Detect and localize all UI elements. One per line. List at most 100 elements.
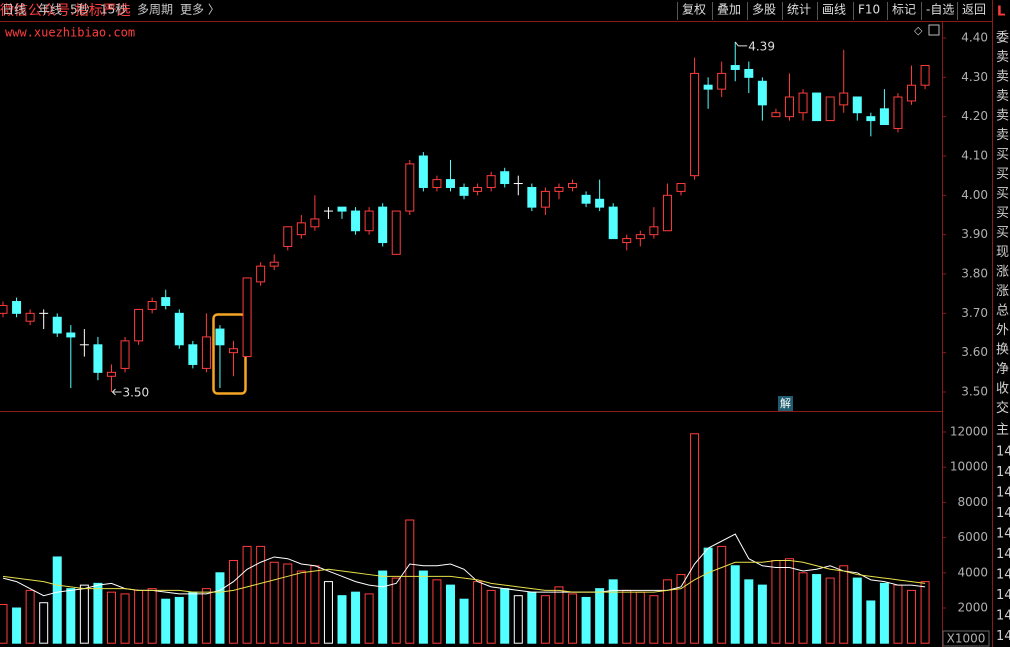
toolbar-item[interactable]: 日线 — [2, 3, 26, 17]
side-label: 14 — [996, 486, 1010, 501]
candle-body — [703, 84, 713, 90]
badge-box[interactable] — [778, 396, 793, 411]
volume-bar — [513, 595, 523, 644]
toolbar-button[interactable]: -自选 — [926, 3, 954, 17]
volume-bar — [907, 589, 917, 644]
candle-body — [242, 277, 252, 358]
volume-bar — [188, 591, 198, 644]
candle-body — [364, 210, 374, 232]
volume-bar — [581, 596, 591, 644]
side-label: 14 — [996, 506, 1010, 521]
side-label: 净 — [996, 362, 1009, 377]
candle-body — [201, 336, 211, 369]
volume-bar — [269, 561, 279, 644]
candle-body — [310, 218, 320, 228]
side-label: 卖 — [996, 89, 1009, 104]
toolbar-button[interactable]: 多股 — [752, 3, 776, 17]
toolbar-item[interactable]: 年线 — [38, 3, 62, 17]
candle-body — [12, 301, 22, 314]
toolbar-button[interactable]: 叠加 — [717, 3, 741, 17]
volume-bar — [215, 572, 225, 644]
candle-body — [554, 186, 564, 192]
toolbar-item[interactable]: 更多 〉 — [180, 3, 220, 17]
side-label: 14 — [996, 568, 1010, 583]
side-label: 买 — [996, 167, 1009, 182]
volume-bar — [825, 577, 835, 644]
candle-body — [798, 92, 808, 114]
candle-body — [134, 308, 144, 342]
candle-body — [920, 65, 930, 86]
candle-body — [662, 194, 672, 232]
toolbar-item[interactable]: 5秒 — [70, 3, 90, 17]
side-label: 14 — [996, 588, 1010, 603]
volume-bar — [527, 591, 537, 644]
volume-bar — [554, 586, 564, 644]
volume-tick-label: 4000 — [957, 565, 988, 579]
unit-label: X1000 — [947, 632, 986, 646]
toolbar-button[interactable]: 返回 — [962, 3, 986, 17]
volume-bar — [147, 588, 157, 644]
volume-bar — [93, 582, 103, 644]
volume-tick-label: 6000 — [957, 530, 988, 544]
candle-body — [866, 116, 876, 122]
volume-bar — [771, 559, 781, 644]
y-tick-label: 4.40 — [961, 31, 988, 45]
volume-bar — [0, 603, 8, 644]
volume-bar — [161, 598, 171, 644]
candle-body — [676, 183, 686, 192]
volume-bar — [662, 579, 672, 644]
icon-diamond[interactable]: ◇ — [914, 24, 923, 37]
candle-body — [269, 261, 279, 267]
volume-bar — [296, 570, 306, 644]
y-tick-label: 3.80 — [961, 267, 988, 281]
candle-body — [120, 340, 130, 369]
volume-bar — [432, 579, 442, 644]
candle-body — [337, 206, 347, 212]
volume-bar — [486, 589, 496, 644]
badge[interactable]: 解 — [780, 396, 791, 410]
candle-body — [771, 112, 781, 118]
volume-bar — [717, 545, 727, 644]
toolbar-button[interactable]: 复权 — [682, 3, 706, 17]
candle-body — [540, 190, 550, 208]
toolbar-item[interactable]: 15秒 — [100, 3, 127, 17]
volume-bar — [79, 584, 89, 644]
toolbar-button[interactable]: 统计 — [787, 3, 811, 17]
volume-ma-line — [2, 533, 926, 597]
candle-body — [581, 194, 591, 204]
toolbar-item[interactable]: 多周期 — [137, 3, 173, 17]
candle-body — [25, 312, 35, 322]
candle-body — [445, 179, 455, 188]
candle-body — [66, 332, 76, 338]
side-label: 涨 — [996, 265, 1009, 280]
volume-bar — [798, 572, 808, 644]
y-tick-label: 4.00 — [961, 188, 988, 202]
y-tick-label: 3.60 — [961, 345, 988, 359]
y-tick-label: 3.50 — [961, 385, 988, 399]
candle-body — [622, 238, 632, 244]
icon-panel[interactable] — [928, 24, 940, 36]
candle-body — [757, 80, 767, 106]
candle-body — [405, 163, 415, 212]
candle-body — [568, 183, 578, 188]
toolbar-button[interactable]: F10 — [858, 3, 880, 17]
candle-body — [391, 210, 401, 255]
toolbar-button[interactable]: 画线 — [822, 3, 846, 17]
candle-body — [825, 96, 835, 122]
candle-body — [473, 186, 483, 192]
candle-body — [744, 68, 754, 78]
side-label: 14 — [996, 527, 1010, 542]
side-label: 买 — [996, 206, 1009, 221]
volume-bar — [242, 545, 252, 644]
volume-bar — [757, 584, 767, 644]
volume-tick-label: 12000 — [950, 425, 988, 439]
volume-bar — [378, 570, 388, 644]
candle-body — [93, 344, 103, 373]
side-label: 买 — [996, 148, 1009, 163]
candle-body — [174, 312, 184, 346]
y-tick-label: 3.90 — [961, 227, 988, 241]
candle-body — [106, 371, 116, 377]
side-label: 买 — [996, 187, 1009, 202]
volume-bar — [568, 593, 578, 644]
toolbar-button[interactable]: 标记 — [892, 3, 916, 17]
